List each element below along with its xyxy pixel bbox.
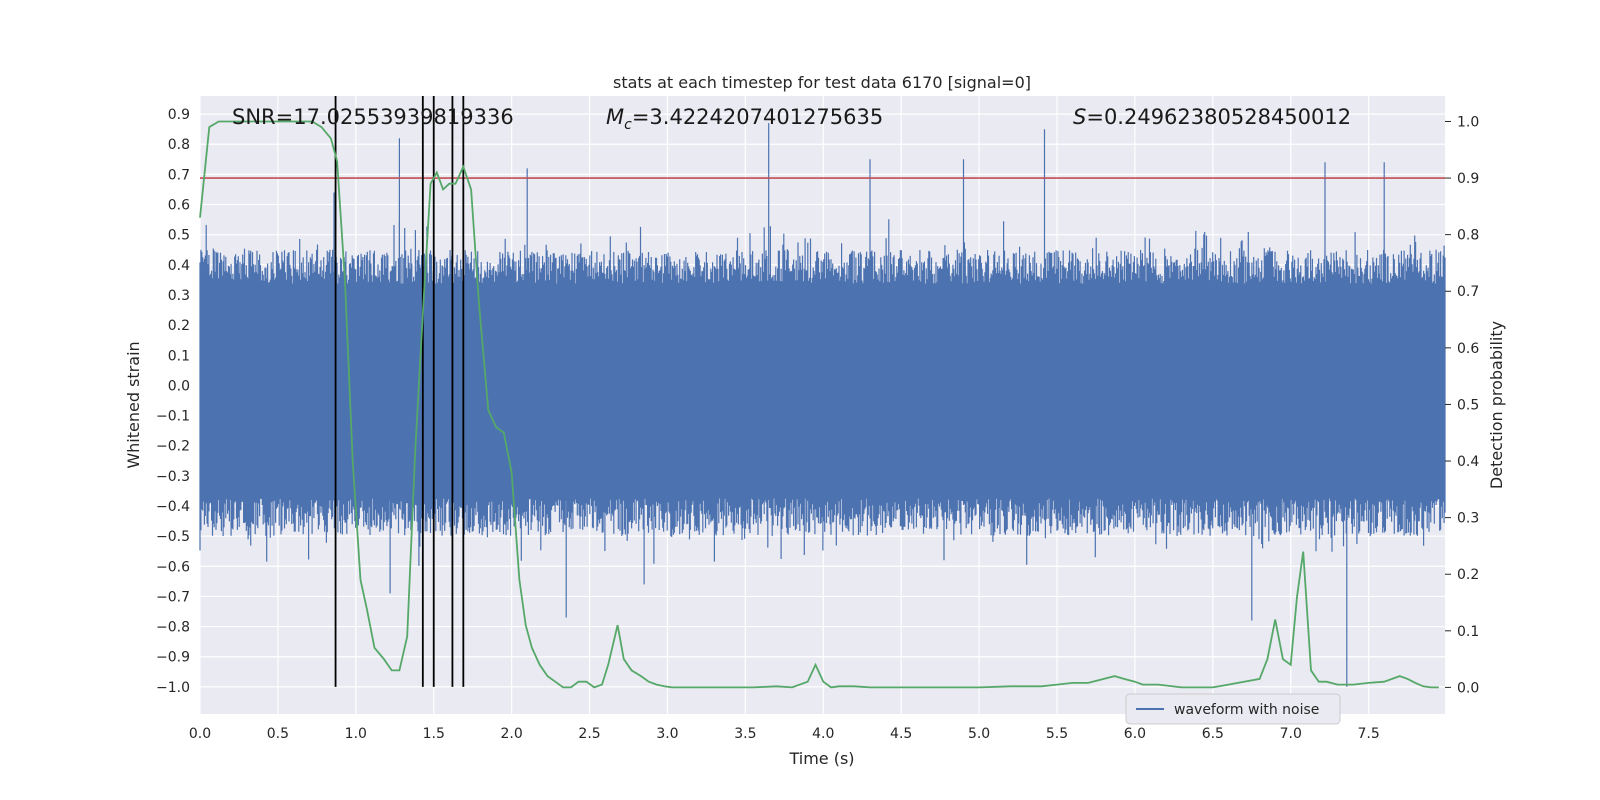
y-tick-labels: 0.9 0.8 0.7 0.6 0.5 0.4 0.3 0.2 0.1 0.0 −0.1 −0.2 −0… — [156, 107, 190, 696]
y-right-tick-label: 0.5 — [1457, 397, 1479, 413]
legend: waveform with noise — [1125, 693, 1341, 725]
y-tick-label: 0.9 — [168, 107, 190, 123]
y-tick-label: 0.7 — [168, 167, 190, 183]
y-tick-label: 0.4 — [168, 258, 190, 274]
y-tick-label: −1.0 — [156, 680, 190, 696]
y-tick-label: 0.3 — [168, 288, 190, 304]
y-tick-label: −0.3 — [156, 469, 190, 485]
s-value: =0.24962380528450012 — [1086, 105, 1351, 129]
chart-title: stats at each timestep for test data 617… — [613, 73, 1031, 92]
x-tick-label: 7.5 — [1358, 726, 1380, 742]
x-tick-label: 3.5 — [734, 726, 756, 742]
y-right-tick-label: 0.6 — [1457, 341, 1479, 357]
waveform-series — [199, 123, 1446, 687]
y-tick-label: 0.2 — [168, 318, 190, 334]
y-tick-label: 0.0 — [168, 378, 190, 394]
x-tick-label: 4.5 — [890, 726, 912, 742]
x-tick-label: 0.0 — [189, 726, 211, 742]
snr-annotation: SNR=17.02553939819336 — [232, 105, 514, 129]
x-tick-label: 6.5 — [1202, 726, 1224, 742]
y-right-tick-label: 0.2 — [1457, 567, 1479, 583]
y-tick-label: −0.8 — [156, 620, 190, 636]
y-right-tick-label: 0.7 — [1457, 284, 1479, 300]
y-tick-label: −0.1 — [156, 409, 190, 425]
y-tick-label: −0.2 — [156, 439, 190, 455]
legend-box — [1125, 693, 1341, 725]
y-right-tick-label: 0.8 — [1457, 228, 1479, 244]
x-tick-label: 3.0 — [656, 726, 678, 742]
y-tick-label: 0.1 — [168, 348, 190, 364]
waveform-line — [199, 123, 1446, 687]
y-tick-label: −0.9 — [156, 650, 190, 666]
y-tick-label: −0.4 — [156, 499, 190, 515]
x-tick-label: 1.5 — [423, 726, 445, 742]
x-tick-labels: 0.0 0.5 1.0 1.5 2.0 2.5 3.0 3.5 4.0 4.5 5.0 5.5 6.0 6… — [189, 726, 1380, 742]
y-tick-label: 0.6 — [168, 198, 190, 214]
legend-label-waveform: waveform with noise — [1174, 702, 1319, 718]
x-tick-label: 2.5 — [578, 726, 600, 742]
chirp-mass-symbol: M — [606, 105, 624, 129]
y-right-tick-label: 1.0 — [1457, 114, 1479, 130]
y-right-tick-label: 0.4 — [1457, 454, 1479, 470]
y-tick-label: −0.6 — [156, 559, 190, 575]
x-tick-label: 2.0 — [501, 726, 523, 742]
y-tick-label: −0.5 — [156, 529, 190, 545]
x-tick-label: 5.5 — [1046, 726, 1068, 742]
detection-lines — [334, 96, 465, 687]
x-axis-label: Time (s) — [788, 749, 854, 768]
x-tick-label: 1.0 — [345, 726, 367, 742]
y-tick-label: −0.7 — [156, 589, 190, 605]
y-right-tick-label: 0.1 — [1457, 624, 1479, 640]
probability-series — [199, 120, 1439, 689]
chirp-mass-value: =3.4224207401275635 — [632, 105, 883, 129]
x-tick-label: 6.0 — [1124, 726, 1146, 742]
y-right-tick-label: 0.9 — [1457, 171, 1479, 187]
chirp-mass-annotation: Mc=3.4224207401275635 — [606, 105, 883, 133]
probability-line — [199, 120, 1439, 689]
y-right-tick-label: 0.3 — [1457, 511, 1479, 527]
s-annotation: S=0.24962380528450012 — [1073, 105, 1351, 129]
s-symbol: S — [1073, 105, 1086, 129]
x-tick-label: 0.5 — [267, 726, 289, 742]
x-tick-label: 5.0 — [968, 726, 990, 742]
y-right-tick-label: 0.0 — [1457, 680, 1479, 696]
y-right-axis-label: Detection probability — [1487, 321, 1506, 489]
chirp-mass-subscript: c — [624, 117, 632, 133]
y-axis-label: Whitened strain — [124, 341, 143, 468]
y-tick-label: 0.8 — [168, 137, 190, 153]
x-tick-label: 4.0 — [812, 726, 834, 742]
y-tick-label: 0.5 — [168, 228, 190, 244]
y-right-tick-labels: 1.0 0.9 0.8 0.7 0.6 0.5 0.4 0.3 0.2 0.1 0.0 — [1445, 114, 1479, 696]
x-tick-label: 7.0 — [1280, 726, 1302, 742]
